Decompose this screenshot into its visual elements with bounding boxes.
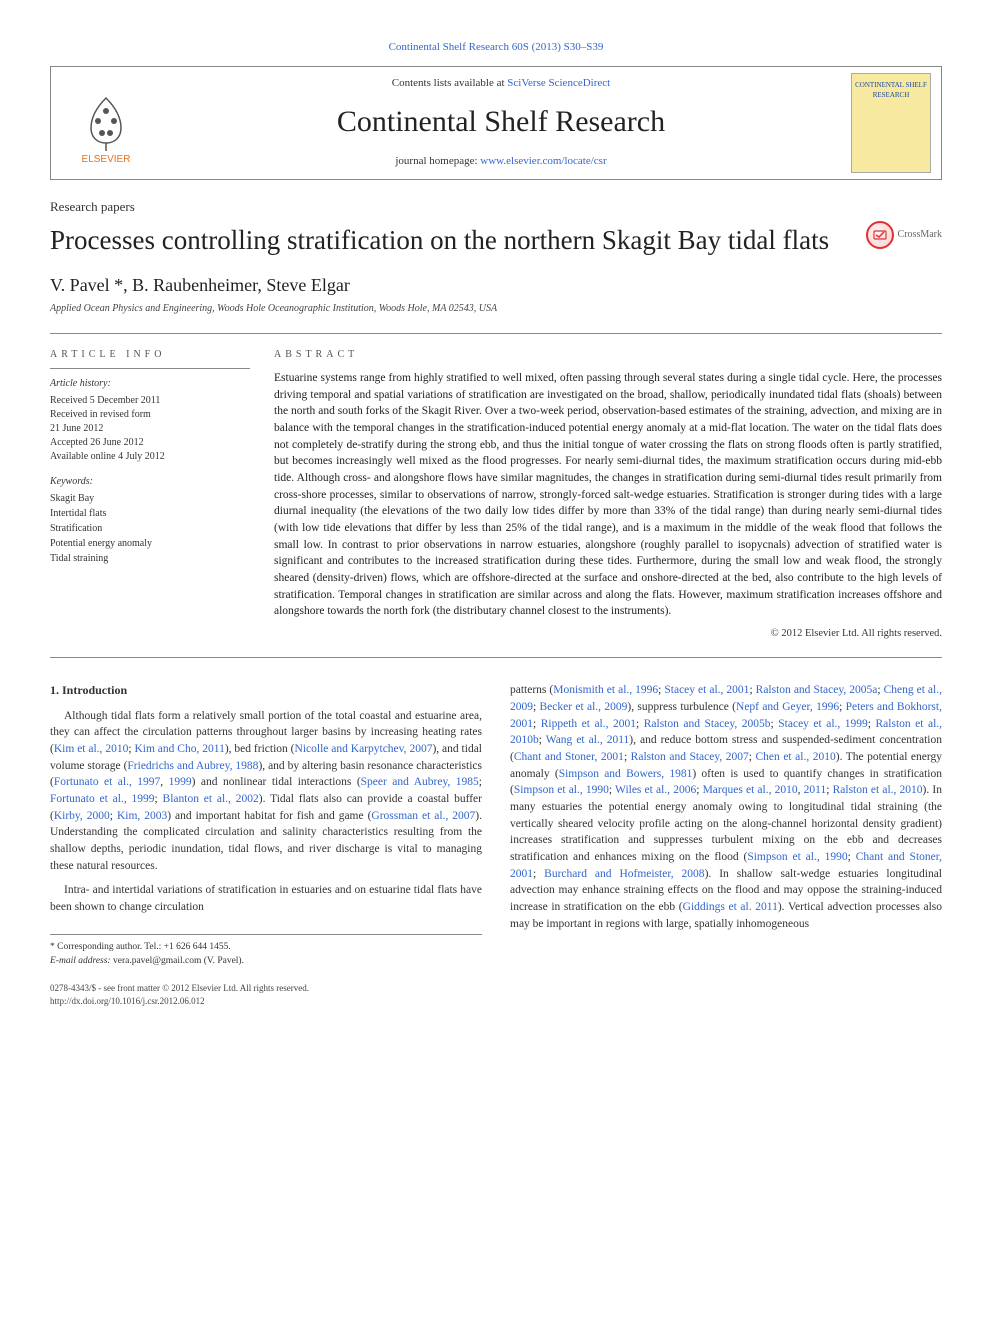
keyword: Intertidal flats (50, 506, 250, 521)
footnotes: * Corresponding author. Tel.: +1 626 644… (50, 934, 482, 969)
citation-link[interactable]: Wang et al., 2011 (546, 734, 630, 746)
paper-title: Processes controlling stratification on … (50, 221, 854, 260)
history-line: 21 June 2012 (50, 422, 250, 436)
article-info-heading: ARTICLE INFO (50, 348, 250, 370)
citation-link[interactable]: Ralston et al., 2010 (833, 784, 923, 796)
keyword: Skagit Bay (50, 491, 250, 506)
intro-paragraph-2: Intra- and intertidal variations of stra… (50, 882, 482, 915)
page-footer: 0278-4343/$ - see front matter © 2012 El… (50, 982, 482, 1008)
email-label: E-mail address: (50, 956, 113, 966)
sciencedirect-link[interactable]: SciVerse ScienceDirect (507, 77, 610, 89)
intro-paragraph-1: Although tidal flats form a relatively s… (50, 708, 482, 875)
citation-link[interactable]: Marques et al., 2010 (703, 784, 798, 796)
citation-link[interactable]: Ralston and Stacey, 2007 (631, 751, 749, 763)
citation-link[interactable]: Simpson et al., 1990 (514, 784, 609, 796)
citation-link[interactable]: Chant and Stoner, 2001 (514, 751, 624, 763)
citation-link[interactable]: Becker et al., 2009 (540, 701, 628, 713)
crossmark-badge[interactable]: CrossMark (866, 221, 942, 249)
journal-citation-link[interactable]: Continental Shelf Research 60S (2013) S3… (389, 41, 604, 53)
citation-link[interactable]: Speer and Aubrey, 1985 (361, 776, 479, 788)
article-type: Research papers (50, 198, 942, 217)
intro-paragraph-col2: patterns (Monismith et al., 1996; Stacey… (510, 682, 942, 932)
journal-citation-header: Continental Shelf Research 60S (2013) S3… (50, 40, 942, 56)
citation-link[interactable]: Kirby, 2000 (54, 810, 110, 822)
keyword: Potential energy anomaly (50, 536, 250, 551)
citation-link[interactable]: Wiles et al., 2006 (615, 784, 696, 796)
citation-link[interactable]: Kim, 2003 (117, 810, 167, 822)
citation-link[interactable]: Stacey et al., 2001 (664, 684, 749, 696)
journal-header-box: ELSEVIER Contents lists available at Sci… (50, 66, 942, 180)
corresponding-author: * Corresponding author. Tel.: +1 626 644… (50, 941, 482, 955)
history-line: Accepted 26 June 2012 (50, 436, 250, 450)
citation-link[interactable]: Simpson et al., 1990 (747, 851, 847, 863)
elsevier-tree-icon (76, 93, 136, 153)
citation-link[interactable]: Nepf and Geyer, 1996 (736, 701, 839, 713)
history-line: Available online 4 July 2012 (50, 450, 250, 464)
section-1-heading: 1. Introduction (50, 682, 482, 699)
citation-link[interactable]: Kim et al., 2010 (54, 743, 129, 755)
citation-link[interactable]: Simpson and Bowers, 1981 (559, 768, 693, 780)
keyword: Stratification (50, 521, 250, 536)
contents-line: Contents lists available at SciVerse Sci… (151, 76, 851, 92)
authors: V. Pavel *, B. Raubenheimer, Steve Elgar (50, 272, 942, 298)
journal-homepage-link[interactable]: www.elsevier.com/locate/csr (480, 155, 606, 167)
citation-link[interactable]: 1999 (169, 776, 192, 788)
citation-link[interactable]: 2011 (804, 784, 827, 796)
homepage-line: journal homepage: www.elsevier.com/locat… (151, 154, 851, 170)
history-label: Article history: (50, 377, 250, 392)
citation-link[interactable]: Kim and Cho, 2011 (134, 743, 224, 755)
abstract-heading: ABSTRACT (274, 348, 942, 363)
abstract-text: Estuarine systems range from highly stra… (274, 370, 942, 620)
journal-title: Continental Shelf Research (151, 100, 851, 144)
elsevier-wordmark: ELSEVIER (82, 153, 131, 168)
citation-link[interactable]: Chen et al., 2010 (756, 751, 836, 763)
elsevier-logo[interactable]: ELSEVIER (61, 78, 151, 168)
crossmark-label: CrossMark (898, 228, 942, 243)
citation-link[interactable]: Fortunato et al., 1999 (50, 793, 155, 805)
history-line: Received in revised form (50, 408, 250, 422)
author-email[interactable]: vera.pavel@gmail.com (V. Pavel). (113, 956, 244, 966)
citation-link[interactable]: Fortunato et al., 1997 (54, 776, 160, 788)
abstract-copyright: © 2012 Elsevier Ltd. All rights reserved… (274, 626, 942, 641)
citation-link[interactable]: Monismith et al., 1996 (553, 684, 658, 696)
keywords-label: Keywords: (50, 474, 250, 489)
keyword: Tidal straining (50, 551, 250, 566)
citation-link[interactable]: Burchard and Hofmeister, 2008 (544, 868, 704, 880)
doi-line[interactable]: http://dx.doi.org/10.1016/j.csr.2012.06.… (50, 995, 482, 1008)
citation-link[interactable]: Rippeth et al., 2001 (541, 718, 636, 730)
citation-link[interactable]: Grossman et al., 2007 (371, 810, 475, 822)
citation-link[interactable]: Friedrichs and Aubrey, 1988 (127, 760, 258, 772)
citation-link[interactable]: Blanton et al., 2002 (163, 793, 259, 805)
journal-cover-thumbnail[interactable]: CONTINENTAL SHELF RESEARCH (851, 73, 931, 173)
citation-link[interactable]: Nicolle and Karpytchev, 2007 (295, 743, 433, 755)
affiliation: Applied Ocean Physics and Engineering, W… (50, 302, 942, 317)
front-matter-line: 0278-4343/$ - see front matter © 2012 El… (50, 982, 482, 995)
citation-link[interactable]: Ralston and Stacey, 2005b (644, 718, 771, 730)
citation-link[interactable]: Ralston and Stacey, 2005a (756, 684, 878, 696)
crossmark-icon (872, 227, 888, 243)
citation-link[interactable]: Stacey et al., 1999 (778, 718, 868, 730)
citation-link[interactable]: Giddings et al. 2011 (683, 901, 778, 913)
history-line: Received 5 December 2011 (50, 394, 250, 408)
